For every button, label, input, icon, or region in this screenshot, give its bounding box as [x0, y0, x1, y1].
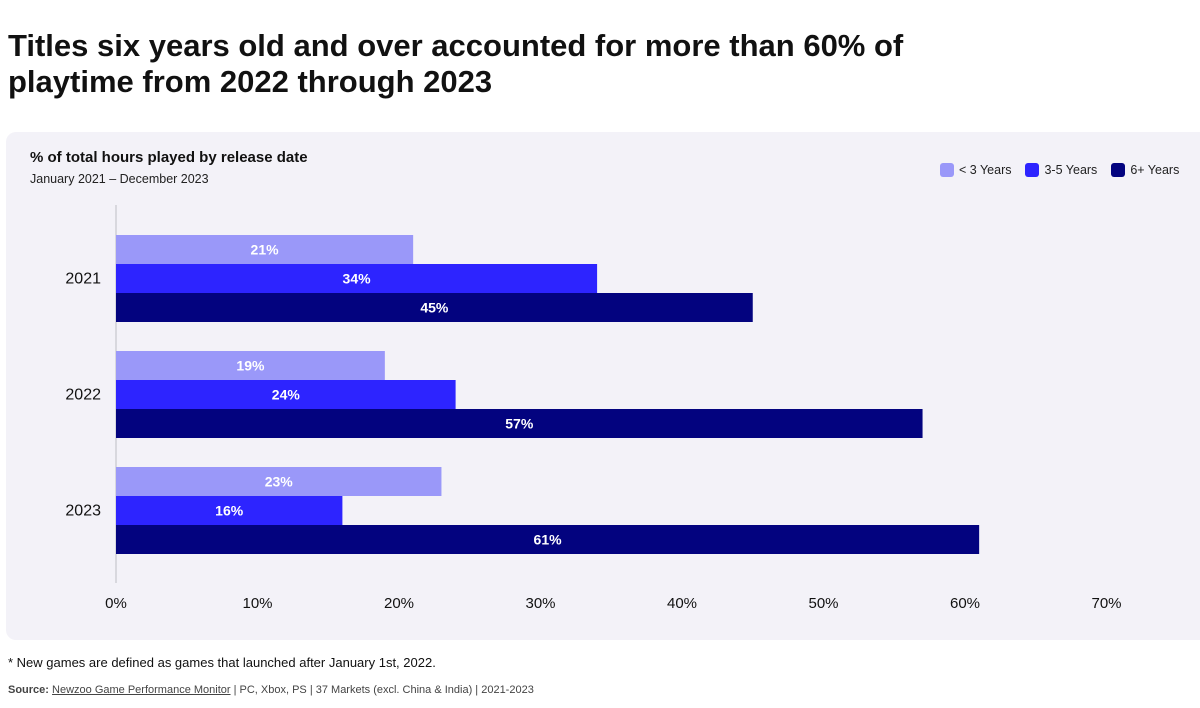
bar-2021-s1	[116, 264, 598, 293]
x-tick-label-0: 0%	[105, 595, 127, 612]
bar-2023-s1	[116, 496, 343, 525]
data-label-2021-s2: 45%	[420, 300, 449, 316]
x-tick-label-60: 60%	[950, 595, 980, 612]
bar-2021-s0	[116, 235, 414, 264]
legend-label-6plus: 6+ Years	[1130, 163, 1180, 177]
source-line: Source: Newzoo Game Performance Monitor …	[8, 684, 534, 696]
legend-swatch-6plus	[1111, 163, 1126, 177]
legend-swatch-lt3	[940, 163, 954, 177]
x-tick-label-50: 50%	[808, 595, 838, 612]
data-label-2023-s1: 16%	[215, 503, 244, 519]
bar-2023-s0	[116, 467, 442, 496]
legend: < 3 Years 3-5 Years 6+ Years	[940, 162, 1179, 178]
source-details: | PC, Xbox, PS | 37 Markets (excl. China…	[230, 684, 534, 696]
footnote: * New games are defined as games that la…	[8, 655, 436, 670]
x-tick-label-30: 30%	[525, 595, 555, 612]
x-tick-label-20: 20%	[384, 595, 414, 612]
legend-swatch-3to5	[1025, 163, 1040, 177]
bar-2021-s2	[116, 293, 753, 322]
data-label-2021-s1: 34%	[343, 271, 372, 287]
legend-item-6plus: 6+ Years	[1111, 163, 1179, 177]
chart-subtitle: January 2021 – December 2023	[30, 172, 209, 186]
x-tick-label-70: 70%	[1091, 595, 1121, 612]
bar-2022-s0	[116, 351, 385, 380]
data-label-2022-s1: 24%	[272, 387, 301, 403]
legend-label-3to5: 3-5 Years	[1044, 163, 1098, 177]
data-label-2023-s2: 61%	[534, 532, 563, 548]
bar-2022-s2	[116, 409, 923, 438]
bar-2023-s2	[116, 525, 980, 554]
source-label: Source:	[8, 684, 49, 696]
source-link[interactable]: Newzoo Game Performance Monitor	[52, 684, 231, 696]
x-tick-label-10: 10%	[242, 595, 272, 612]
data-label-2022-s2: 57%	[505, 416, 534, 432]
data-label-2022-s0: 19%	[236, 358, 265, 374]
data-label-2021-s0: 21%	[251, 242, 280, 258]
category-label-2022: 2022	[65, 387, 101, 404]
legend-label-lt3: < 3 Years	[959, 163, 1012, 177]
category-label-2021: 2021	[65, 271, 101, 288]
legend-item-lt3: < 3 Years	[940, 163, 1011, 177]
chart-title: % of total hours played by release date	[30, 149, 308, 166]
headline: Titles six years old and over accounted …	[8, 28, 904, 99]
legend-item-3to5: 3-5 Years	[1025, 163, 1097, 177]
category-label-2023: 2023	[65, 503, 101, 520]
x-tick-label-40: 40%	[667, 595, 697, 612]
data-label-2023-s0: 23%	[265, 474, 294, 490]
bar-2022-s1	[116, 380, 456, 409]
